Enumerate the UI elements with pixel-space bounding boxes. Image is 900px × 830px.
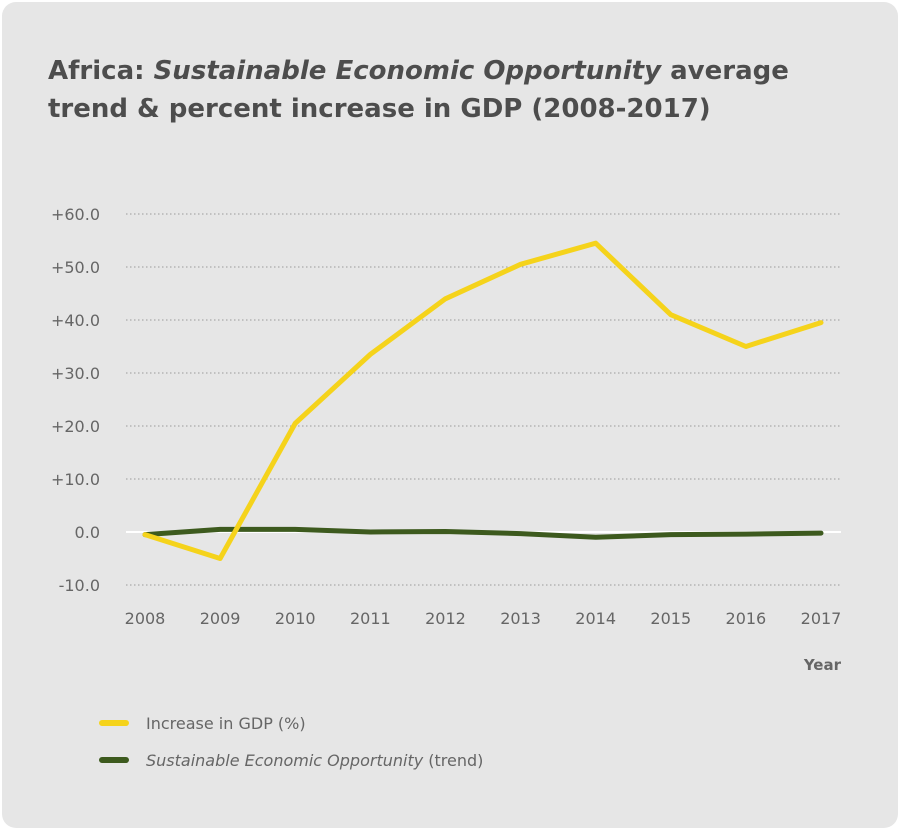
gdp-increase-line [142,240,824,561]
x-axis-label: Year [803,656,842,674]
y-tick-label: +40.0 [51,311,100,330]
x-tick-label: 2015 [650,609,691,628]
x-tick-label: 2016 [726,609,767,628]
x-tick-label: 2008 [125,609,166,628]
y-axis-ticks: +60.0 +50.0 +40.0 +30.0 +20.0 +10.0 0.0 -10.0 [51,205,100,595]
title-prefix: Africa: [48,56,154,86]
y-tick-label: -10.0 [59,576,100,595]
seo-trend-line [142,526,824,540]
x-tick-label: 2013 [500,609,541,628]
legend-label-trend: Sustainable Economic Opportunity (trend) [146,751,483,770]
y-tick-label: +20.0 [51,417,100,436]
legend-label-gdp: Increase in GDP (%) [146,714,306,733]
x-tick-label: 2011 [350,609,391,628]
x-tick-label: 2017 [801,609,842,628]
legend: Increase in GDP (%) Sustainable Economic … [99,714,483,770]
chart-title: Africa: Sustainable Economic Opportunity… [48,52,868,128]
x-tick-label: 2009 [200,609,241,628]
x-tick-label: 2012 [425,609,466,628]
legend-label-emphasis: Sustainable Economic Opportunity [146,751,424,770]
x-tick-label: 2014 [575,609,616,628]
y-tick-label: 0.0 [75,523,100,542]
series-lines [142,240,824,561]
y-tick-label: +30.0 [51,364,100,383]
title-suffix: average trend & percent increase in GDP … [48,56,789,124]
y-tick-label: +50.0 [51,258,100,277]
y-tick-label: +10.0 [51,470,100,489]
title-emphasis: Sustainable Economic Opportunity [153,56,662,86]
legend-label-suffix: (trend) [423,751,483,770]
y-tick-label: +60.0 [51,205,100,224]
x-axis-ticks: 2008 2009 2010 2011 2012 2013 2014 2015 2016 2017 [125,609,842,628]
x-tick-label: 2010 [275,609,316,628]
